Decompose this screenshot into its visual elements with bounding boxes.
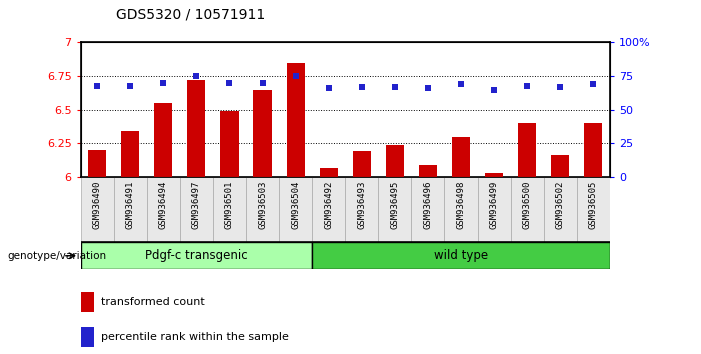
Point	[554, 84, 566, 90]
Text: GSM936505: GSM936505	[589, 180, 598, 229]
Bar	[279, 177, 312, 242]
Point	[489, 87, 500, 92]
Text: GSM936490: GSM936490	[93, 180, 102, 229]
Bar	[312, 177, 346, 242]
Bar	[577, 177, 610, 242]
Bar	[346, 177, 379, 242]
Bar	[287, 63, 305, 177]
Point	[422, 85, 433, 91]
Point	[456, 81, 467, 87]
Text: GSM936496: GSM936496	[423, 180, 433, 229]
Point	[158, 80, 169, 86]
Bar	[312, 242, 610, 269]
Bar	[81, 242, 312, 269]
Text: GDS5320 / 10571911: GDS5320 / 10571911	[116, 7, 265, 21]
Point	[522, 83, 533, 88]
Text: percentile rank within the sample: percentile rank within the sample	[101, 332, 289, 342]
Bar	[452, 137, 470, 177]
Bar	[379, 177, 411, 242]
Point	[356, 84, 367, 90]
Bar	[544, 177, 577, 242]
Text: GSM936499: GSM936499	[489, 180, 498, 229]
Bar	[477, 177, 510, 242]
Text: GSM936497: GSM936497	[192, 180, 201, 229]
Bar	[81, 177, 114, 242]
Bar	[485, 173, 503, 177]
Point	[224, 80, 235, 86]
Point	[290, 73, 301, 79]
Text: GSM936495: GSM936495	[390, 180, 400, 229]
Bar	[147, 177, 180, 242]
Point	[125, 83, 136, 88]
Bar	[121, 131, 139, 177]
Point	[323, 85, 334, 91]
Bar	[518, 123, 536, 177]
Bar	[220, 111, 238, 177]
Bar	[187, 80, 205, 177]
Bar	[584, 123, 602, 177]
Bar	[88, 150, 107, 177]
Text: GSM936502: GSM936502	[556, 180, 565, 229]
Text: GSM936501: GSM936501	[225, 180, 234, 229]
Bar	[213, 177, 246, 242]
Text: wild type: wild type	[434, 249, 488, 262]
Bar	[353, 152, 371, 177]
Point	[257, 80, 268, 86]
Text: GSM936494: GSM936494	[159, 180, 168, 229]
Bar	[114, 177, 147, 242]
Bar	[81, 327, 94, 347]
Bar	[411, 177, 444, 242]
Bar	[418, 165, 437, 177]
Text: genotype/variation: genotype/variation	[7, 251, 106, 261]
Point	[587, 81, 599, 87]
Bar	[254, 90, 272, 177]
Text: GSM936504: GSM936504	[291, 180, 300, 229]
Bar	[510, 177, 544, 242]
Point	[92, 83, 103, 88]
Text: GSM936500: GSM936500	[523, 180, 531, 229]
Bar	[81, 292, 94, 312]
Bar	[386, 145, 404, 177]
Text: transformed count: transformed count	[101, 297, 205, 307]
Bar	[246, 177, 279, 242]
Point	[389, 84, 400, 90]
Bar	[154, 103, 172, 177]
Text: GSM936491: GSM936491	[125, 180, 135, 229]
Text: GSM936503: GSM936503	[258, 180, 267, 229]
Bar	[551, 155, 569, 177]
Text: GSM936493: GSM936493	[358, 180, 367, 229]
Bar	[180, 177, 213, 242]
Text: GSM936498: GSM936498	[456, 180, 465, 229]
Text: GSM936492: GSM936492	[324, 180, 333, 229]
Text: Pdgf-c transgenic: Pdgf-c transgenic	[145, 249, 247, 262]
Bar	[320, 167, 338, 177]
Bar	[444, 177, 477, 242]
Point	[191, 73, 202, 79]
